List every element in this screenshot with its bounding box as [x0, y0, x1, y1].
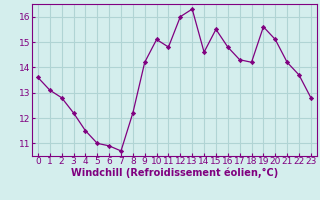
- X-axis label: Windchill (Refroidissement éolien,°C): Windchill (Refroidissement éolien,°C): [71, 168, 278, 178]
